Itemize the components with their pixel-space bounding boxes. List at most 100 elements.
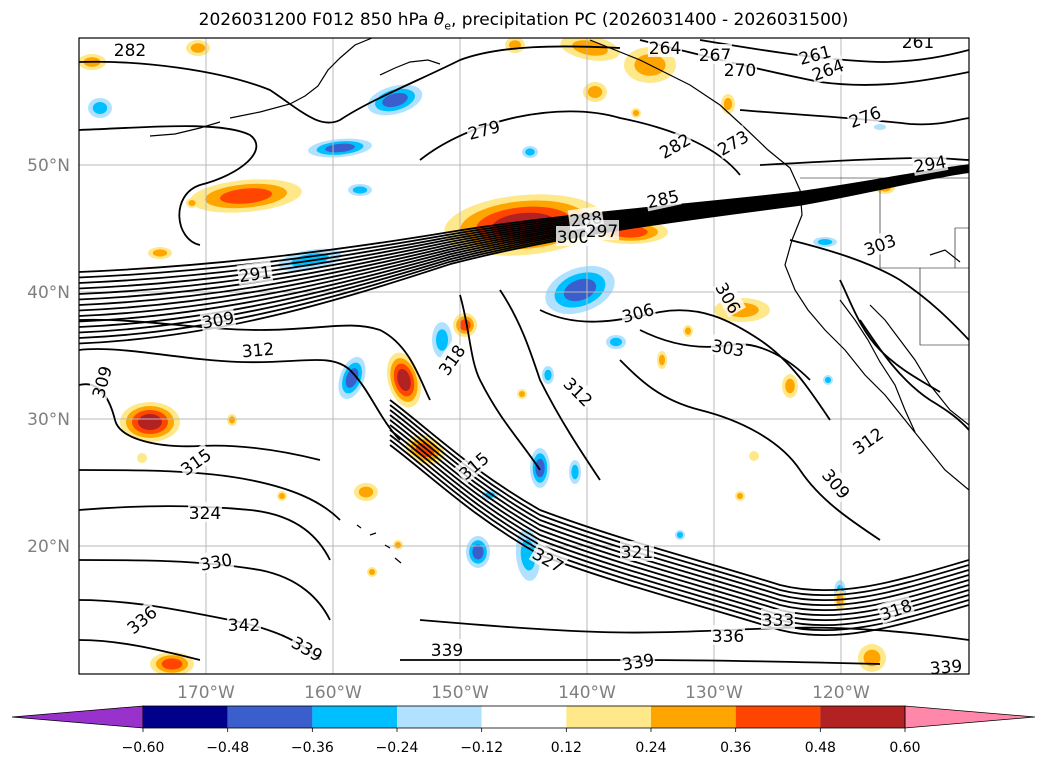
theta-e-isoline [389, 399, 969, 592]
precip-pos-mid [737, 493, 743, 499]
precip-cell [453, 313, 477, 337]
title-subscript: e [444, 19, 451, 33]
lon-label-130w: 130°W [685, 683, 743, 703]
contour-label: 321 [620, 541, 654, 563]
lon-label-170w: 170°W [177, 683, 235, 703]
contour-label: 282 [113, 39, 147, 61]
theta-e-isoline [619, 359, 881, 541]
precip-pos-mid [685, 327, 691, 335]
contour-label-text: 336 [712, 627, 744, 647]
theta-e-isoline [79, 505, 331, 561]
precip-cell [505, 38, 525, 53]
map-title: 2026031200 F012 850 hPa θe, precipitatio… [0, 10, 1047, 32]
contour-label-bg [654, 127, 695, 163]
colorbar-max-extension [904, 705, 1036, 729]
precip-cell [386, 352, 422, 408]
precip-pos-mid [229, 416, 235, 424]
theta-e-isoline [389, 419, 969, 612]
precip-pos-mid [152, 249, 168, 257]
precip-cell [354, 483, 378, 501]
precip-cell [367, 567, 377, 577]
contour-label-bg [712, 124, 753, 160]
precip-pos-strong [161, 658, 183, 670]
contour-label-text: 312 [241, 340, 275, 363]
colorbar-bin [820, 706, 905, 728]
precip-pos-weak [137, 453, 147, 463]
theta-e-isoline [79, 469, 341, 521]
theta-e-isoline [739, 109, 969, 126]
theta-e-isoline [759, 157, 969, 166]
contour-label-bg [911, 150, 949, 176]
contour-label: 312 [240, 337, 276, 363]
precip-cell [631, 108, 641, 118]
kenai-coast [379, 59, 441, 76]
contour-label: 339 [430, 639, 464, 661]
contour-label-bg [847, 422, 888, 459]
contour-label: 342 [227, 614, 261, 636]
contour-label-bg [818, 463, 856, 503]
theta-e-isoline [499, 289, 601, 481]
precip-cell [657, 351, 667, 369]
contour-label-bg [175, 443, 216, 480]
contour-label-bg [620, 541, 654, 561]
lon-label-120w: 120°W [812, 683, 870, 703]
precip-cell [522, 146, 538, 158]
contour-label-text: 333 [762, 611, 794, 631]
precip-neg-strong [563, 278, 597, 302]
lat-label-50n: 50°N [27, 156, 70, 176]
contour-label-bg [711, 625, 745, 645]
precip-cell [721, 94, 735, 114]
colorbar-tick-label: −0.12 [460, 740, 503, 756]
precip-cell [190, 179, 302, 213]
precip-cell [735, 491, 745, 501]
alaska-coast [229, 38, 373, 119]
precip-neg-mid [525, 148, 535, 156]
precip-pos-mid [358, 486, 374, 498]
precip-cell [675, 530, 685, 540]
latitude-labels: 50°N 40°N 30°N 20°N [27, 156, 70, 557]
contour-label-bg [928, 654, 964, 674]
contour-label-bg [199, 306, 237, 332]
contour-label-text: 342 [228, 616, 260, 636]
contour-label-text: 339 [929, 657, 963, 680]
precip-pos-mid [659, 354, 665, 366]
colorbar-tick-label: 0.36 [720, 740, 751, 756]
lat-label-30n: 30°N [27, 410, 70, 430]
contour-label-bg [227, 614, 261, 634]
contour-label-bg [287, 630, 328, 666]
precip-neg-weak [874, 124, 886, 130]
contour-label-text: 261 [902, 33, 934, 53]
theta-e-isoline [699, 39, 969, 63]
precip-neg-mid [825, 377, 831, 383]
precip-pos-strong [219, 188, 273, 204]
theta-e-isoline [79, 318, 431, 401]
precip-cell [683, 325, 693, 337]
precip-cell [186, 198, 198, 208]
precip-cell [782, 374, 798, 398]
precip-cell [148, 247, 172, 259]
precip-neg-mid [352, 186, 368, 194]
precip-cell [367, 84, 423, 116]
lat-label-20n: 20°N [27, 537, 70, 557]
contour-label-bg [711, 277, 747, 318]
colorbar: −0.60 −0.48 −0.36 −0.24 −0.12 0.12 0.24 0.36 0.4… [11, 705, 1036, 756]
colorbar-bin [312, 706, 397, 728]
precip-neg-mid [610, 337, 622, 347]
island-3 [384, 544, 391, 549]
contour-label-text: 264 [649, 39, 681, 59]
contour-label-bg [619, 648, 657, 674]
colorbar-tick-label: −0.36 [291, 740, 334, 756]
baja-coast [839, 299, 916, 433]
theta-e-isoline [459, 294, 541, 471]
precip-cell [530, 448, 550, 488]
precip-neg-strong [535, 458, 545, 478]
theta-e-isoline [79, 125, 258, 246]
precip-cell [393, 540, 403, 550]
hawaiian-islands [356, 524, 402, 564]
colorbar-tick-label: 0.60 [889, 740, 920, 756]
precip-pos-mid [863, 649, 881, 667]
precip-neg-strong [472, 544, 484, 560]
colorbar-min-extension [11, 705, 144, 729]
contour-label-bg [197, 548, 235, 574]
